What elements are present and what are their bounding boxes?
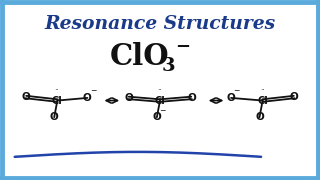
Text: O: O — [83, 93, 92, 103]
Text: −: − — [159, 106, 166, 115]
Text: −: − — [234, 86, 240, 95]
Text: O: O — [50, 112, 59, 122]
Text: O: O — [152, 112, 161, 122]
Text: O: O — [227, 93, 236, 103]
Text: −: − — [175, 38, 191, 56]
Text: O: O — [124, 93, 133, 103]
Text: ClO: ClO — [110, 42, 169, 71]
Text: ··: ·· — [54, 86, 59, 95]
Text: O: O — [21, 92, 30, 102]
Text: −: − — [90, 86, 96, 95]
Text: Resonance Structures: Resonance Structures — [44, 15, 276, 33]
Text: ··: ·· — [157, 86, 162, 95]
Text: Cl: Cl — [52, 96, 63, 105]
Text: O: O — [187, 93, 196, 103]
Text: ··: ·· — [260, 86, 264, 95]
Text: 3: 3 — [162, 57, 176, 75]
Text: O: O — [255, 112, 264, 122]
Text: Cl: Cl — [155, 96, 165, 105]
Text: Cl: Cl — [257, 96, 268, 105]
Text: O: O — [290, 92, 299, 102]
